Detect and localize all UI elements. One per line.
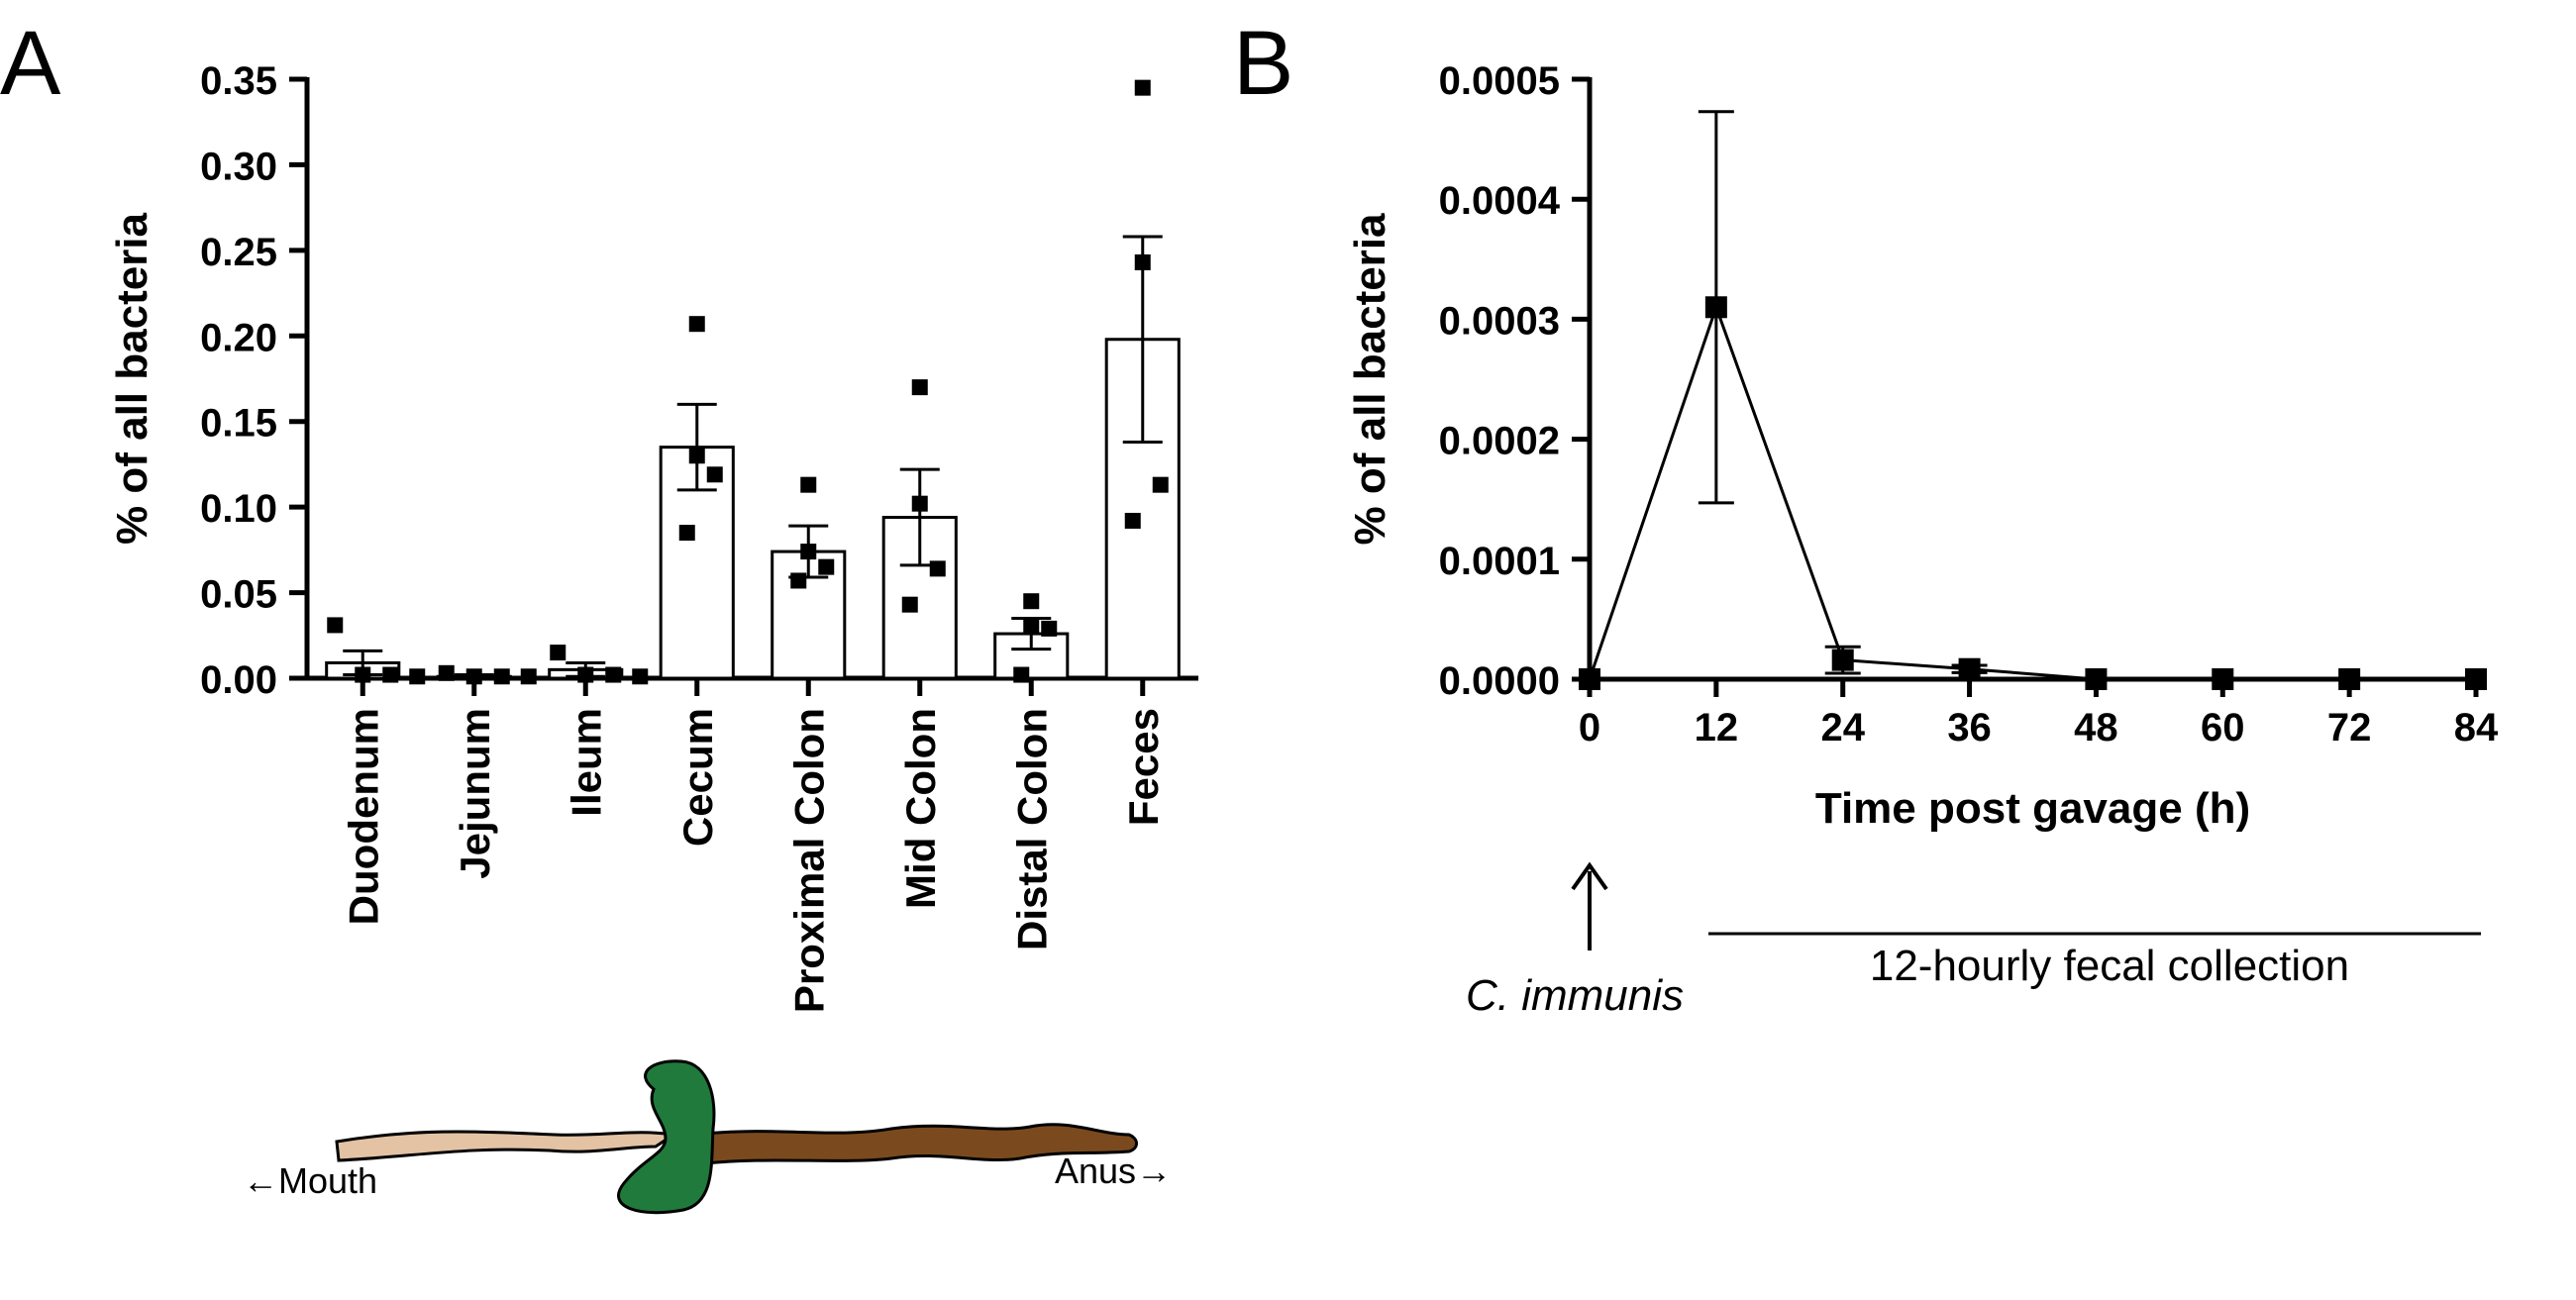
y-tick-label-a: 0.30 <box>200 145 277 188</box>
data-point <box>1124 512 1141 529</box>
category-label: Ileum <box>563 708 609 817</box>
x-tick-label-b: 12 <box>1695 706 1739 750</box>
y-axis-label-b: % of all bacteria <box>1346 213 1394 546</box>
data-point <box>901 596 918 613</box>
data-point <box>911 495 928 512</box>
colon-shape <box>703 1123 1138 1165</box>
data-point <box>800 476 817 493</box>
category-label: Proximal Colon <box>785 708 832 1013</box>
line-point <box>1579 668 1600 690</box>
data-point <box>911 379 928 396</box>
y-tick-label-a: 0.35 <box>200 59 277 103</box>
data-point <box>355 666 371 683</box>
y-tick-label-b: 0.0000 <box>1439 659 1560 703</box>
y-tick-label-a: 0.25 <box>200 231 277 274</box>
chart-b: 0.0000 0.0001 0.0002 0.0003 0.0004 0.0005 % of… <box>1346 59 2499 833</box>
y-tick-label-b: 0.0005 <box>1439 59 1560 103</box>
y-tick-label-b: 0.0002 <box>1439 420 1560 463</box>
category-label: Duodenum <box>340 708 386 925</box>
data-point <box>1023 619 1040 636</box>
data-point <box>577 666 594 683</box>
data-point <box>678 525 695 542</box>
x-tick-label-b: 84 <box>2454 706 2499 750</box>
panel-letter-a: A <box>0 13 61 114</box>
line-point <box>2465 668 2487 690</box>
data-point <box>706 466 723 483</box>
cecum-shape <box>617 1059 716 1215</box>
line-point <box>2085 668 2108 690</box>
category-label: Mid Colon <box>897 708 944 909</box>
data-point <box>1041 620 1058 637</box>
data-point <box>1134 79 1151 96</box>
data-point <box>520 668 537 685</box>
line-point <box>2212 668 2234 690</box>
y-tick-label-b: 0.0004 <box>1439 179 1561 223</box>
panel-letter-b: B <box>1233 13 1293 114</box>
category-label: Feces <box>1120 708 1167 826</box>
line-point <box>2338 668 2361 690</box>
mouth-label: ←Mouth <box>243 1160 377 1201</box>
data-point <box>818 558 835 575</box>
data-point <box>1013 666 1030 683</box>
x-axis-label-b: Time post gavage (h) <box>1815 784 2250 833</box>
data-point <box>688 448 705 464</box>
x-tick-label-b: 48 <box>2074 706 2118 750</box>
data-point <box>382 666 399 683</box>
data-point <box>929 560 946 577</box>
category-label: Cecum <box>674 708 721 847</box>
y-tick-label-b: 0.0003 <box>1439 299 1560 343</box>
data-point <box>1023 593 1040 610</box>
x-tick-label-b: 0 <box>1579 706 1600 750</box>
gavage-label: C. immunis <box>1466 971 1684 1020</box>
data-point <box>605 666 622 683</box>
category-label: Jejunum <box>452 708 498 879</box>
y-tick-label-a: 0.05 <box>200 573 277 617</box>
category-label: Distal Colon <box>1008 708 1055 950</box>
data-point <box>688 316 705 333</box>
data-point <box>632 668 649 685</box>
x-tick-label-b: 72 <box>2327 706 2372 750</box>
data-point <box>438 664 455 681</box>
data-point <box>1134 253 1151 270</box>
collection-label: 12-hourly fecal collection <box>1870 942 2349 990</box>
data-point <box>800 544 817 560</box>
data-point <box>493 668 510 685</box>
y-tick-label-a: 0.10 <box>200 487 277 531</box>
data-point <box>409 668 426 685</box>
gavage-annotation: C. immunis 12-hourly fecal collection <box>1466 861 2481 1020</box>
chart-a: 0.00 0.05 0.10 0.15 0.20 0.25 0.30 0.35 % of all… <box>108 59 1198 1013</box>
y-axis-label-a: % of all bacteria <box>108 212 156 545</box>
line-point <box>1704 296 1727 319</box>
y-tick-label-a: 0.20 <box>200 316 277 359</box>
y-tick-label-a: 0.15 <box>200 402 277 446</box>
y-tick-label-b: 0.0001 <box>1439 540 1560 583</box>
line-point <box>1831 649 1854 671</box>
data-point <box>550 645 567 661</box>
x-tick-label-b: 60 <box>2201 706 2245 750</box>
x-tick-label-b: 24 <box>1820 706 1865 750</box>
data-point <box>327 617 344 634</box>
series-line <box>1588 302 2476 681</box>
y-tick-label-a: 0.00 <box>200 658 277 702</box>
gut-illustration: ←Mouth Anus→ <box>243 1059 1172 1215</box>
data-point <box>1152 476 1169 493</box>
data-point <box>790 572 807 589</box>
small-intestine-shape <box>335 1130 678 1162</box>
anus-label: Anus→ <box>1055 1150 1172 1191</box>
gavage-arrow-icon <box>1571 861 1608 891</box>
line-point <box>1958 657 1981 680</box>
data-point <box>465 668 482 685</box>
x-tick-label-b: 36 <box>1947 706 1992 750</box>
